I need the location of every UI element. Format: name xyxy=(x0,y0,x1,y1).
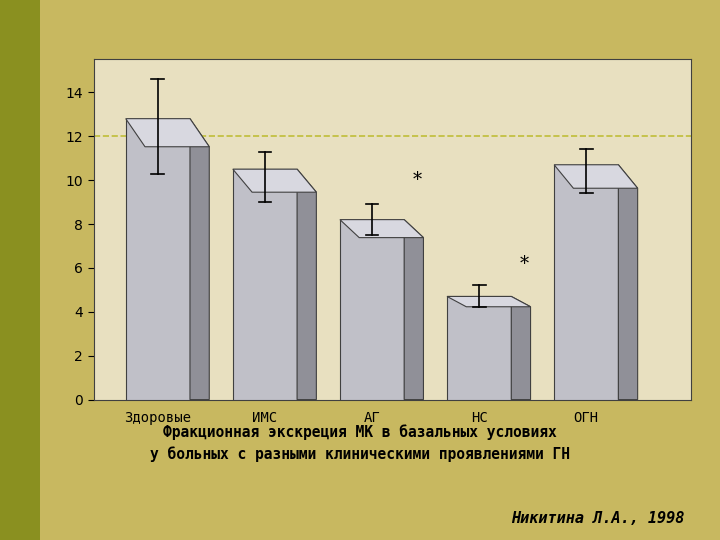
Bar xyxy=(447,296,511,400)
Polygon shape xyxy=(126,407,210,408)
Bar xyxy=(554,165,618,400)
Polygon shape xyxy=(447,407,531,408)
Polygon shape xyxy=(297,169,316,400)
Polygon shape xyxy=(233,169,316,192)
Text: *: * xyxy=(520,254,528,273)
Bar xyxy=(340,220,404,400)
Bar xyxy=(126,119,190,400)
Text: Фракционная экскреция МК в базальных условиях: Фракционная экскреция МК в базальных усл… xyxy=(163,424,557,440)
Text: *: * xyxy=(413,171,422,189)
Polygon shape xyxy=(511,296,531,400)
Text: Никитина Л.А., 1998: Никитина Л.А., 1998 xyxy=(510,511,684,526)
Bar xyxy=(233,169,297,400)
Polygon shape xyxy=(233,407,316,408)
Polygon shape xyxy=(618,165,638,400)
Text: у больных с разными клиническими проявлениями ГН: у больных с разными клиническими проявле… xyxy=(150,447,570,462)
Polygon shape xyxy=(447,296,531,307)
Polygon shape xyxy=(404,220,423,400)
Polygon shape xyxy=(126,119,210,147)
Polygon shape xyxy=(554,165,638,188)
Polygon shape xyxy=(340,407,423,408)
Polygon shape xyxy=(190,119,210,400)
Polygon shape xyxy=(340,220,423,238)
Polygon shape xyxy=(554,407,638,408)
